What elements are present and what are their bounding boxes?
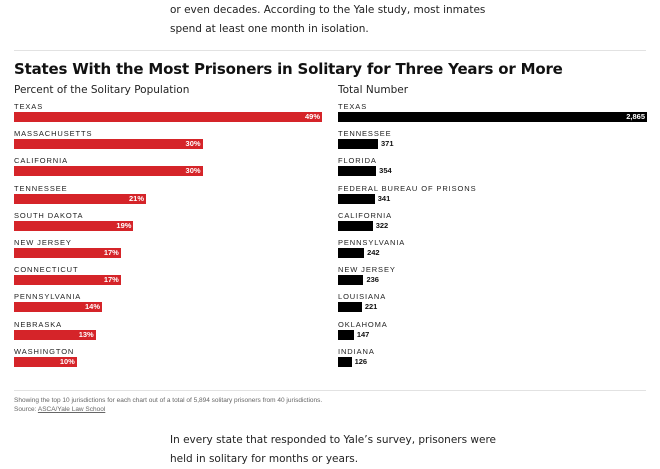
category-label: TENNESSEE [14, 183, 68, 193]
bar-value-label: 242 [367, 248, 380, 257]
bar-value-label: 147 [356, 329, 370, 339]
percent-bar-chart: TEXAS 49% MASSACHUSETTS 30% CALIFORNIA 30% TEN… [14, 102, 326, 372]
category-label: MASSACHUSETTS [14, 129, 93, 139]
total-bar-chart: TEXAS 2,865 TENNESSEE 371 FLORIDA 354 FEDERAL … [338, 102, 648, 372]
bar-value-label: 13% [78, 329, 94, 339]
category-label: TENNESSEE [338, 129, 392, 139]
bar-value-label: 30% [185, 166, 201, 176]
bar-value-label: 354 [379, 166, 392, 176]
bar [14, 275, 121, 286]
bar [14, 329, 96, 340]
percent-panel-title: Percent of the Solitary Population [14, 84, 190, 96]
bar [338, 139, 378, 150]
bar-value-label: 341 [377, 193, 391, 203]
bar-row: LOUISIANA 221 [338, 292, 648, 319]
category-label: TEXAS [14, 102, 44, 111]
source-prefix: Source: [14, 406, 38, 413]
bar-row: INDIANA 126 [338, 347, 648, 374]
bar-row: NEW JERSEY 236 [338, 265, 648, 292]
category-label: NEW JERSEY [14, 238, 72, 247]
bar-value-label: 322 [375, 220, 389, 230]
bar [338, 248, 365, 258]
bar [14, 302, 102, 313]
bar-row: CALIFORNIA 322 [338, 211, 648, 238]
bar-row: TENNESSEE 371 [338, 129, 648, 156]
bar-value-label: 2,865 [626, 112, 645, 121]
category-label: OKLAHOMA [338, 319, 388, 329]
bar [14, 112, 322, 122]
bar [14, 356, 77, 367]
bar-row: MASSACHUSETTS 30% [14, 129, 326, 156]
chart-bottom-divider [14, 390, 646, 391]
chart-note: Showing the top 10 jurisdictions for eac… [14, 397, 323, 404]
bar [338, 220, 373, 231]
bar [14, 248, 121, 258]
bar-value-label: 236 [366, 275, 379, 285]
bar-row: SOUTH DAKOTA 19% [14, 211, 326, 238]
chart-source: Source: ASCA/Yale Law School [14, 405, 105, 414]
category-label: SOUTH DAKOTA [14, 210, 84, 220]
bar-row: OKLAHOMA 147 [338, 320, 648, 347]
bar-value-label: 10% [59, 356, 75, 366]
bar-value-label: 49% [304, 112, 320, 121]
total-panel-title: Total Number [338, 84, 409, 96]
category-label: CALIFORNIA [338, 210, 393, 220]
bar-row: CALIFORNIA 30% [14, 156, 326, 183]
chart-title: States With the Most Prisoners in Solita… [14, 60, 563, 78]
bar-row: CONNECTICUT 17% [14, 265, 326, 292]
bar-value-label: 17% [103, 275, 119, 285]
bar [338, 356, 352, 367]
chart-top-divider [14, 50, 646, 51]
bar-row: PENNSYLVANIA 242 [338, 238, 648, 265]
category-label: FLORIDA [338, 156, 377, 166]
bar-value-label: 30% [185, 139, 201, 149]
bar-row: TENNESSEE 21% [14, 184, 326, 211]
bar-value-label: 19% [116, 220, 132, 230]
category-label: CALIFORNIA [14, 156, 69, 166]
bar-row: PENNSYLVANIA 14% [14, 292, 326, 319]
source-link[interactable]: ASCA/Yale Law School [37, 406, 106, 413]
bar-value-label: 221 [364, 302, 378, 312]
bar [14, 220, 134, 231]
bar-value-label: 17% [103, 248, 119, 257]
bar [14, 139, 203, 150]
category-label: PENNSYLVANIA [14, 292, 82, 302]
category-label: NEBRASKA [14, 319, 63, 329]
bar-row: FLORIDA 354 [338, 156, 648, 183]
category-label: WASHINGTON [14, 346, 75, 356]
bar-row: NEBRASKA 13% [14, 320, 326, 347]
bar [338, 193, 375, 204]
bar-value-label: 14% [84, 302, 100, 312]
bar-value-label: 126 [354, 356, 368, 366]
category-label: TEXAS [338, 102, 368, 111]
category-label: INDIANA [338, 346, 375, 356]
bar-row: WASHINGTON 10% [14, 347, 326, 374]
bar-row: TEXAS 2,865 [338, 102, 648, 129]
bar [14, 193, 146, 204]
category-label: FEDERAL BUREAU OF PRISONS [338, 183, 477, 193]
bar-row: NEW JERSEY 17% [14, 238, 326, 265]
category-label: CONNECTICUT [14, 265, 79, 275]
bar [338, 275, 364, 286]
bar [338, 302, 362, 313]
category-label: PENNSYLVANIA [338, 238, 406, 247]
article-outro-paragraph: In every state that responded to Yale’s … [170, 434, 497, 465]
category-label: NEW JERSEY [338, 265, 396, 275]
bar [338, 112, 647, 122]
bar-row: FEDERAL BUREAU OF PRISONS 341 [338, 184, 648, 211]
bar [338, 166, 377, 177]
bar [338, 329, 354, 340]
bar-value-label: 371 [381, 139, 394, 149]
bar-row: TEXAS 49% [14, 102, 326, 129]
bar-value-label: 21% [128, 193, 144, 203]
bar [14, 166, 203, 177]
article-intro-paragraph: or even decades. According to the Yale s… [170, 4, 486, 35]
category-label: LOUISIANA [338, 292, 387, 302]
